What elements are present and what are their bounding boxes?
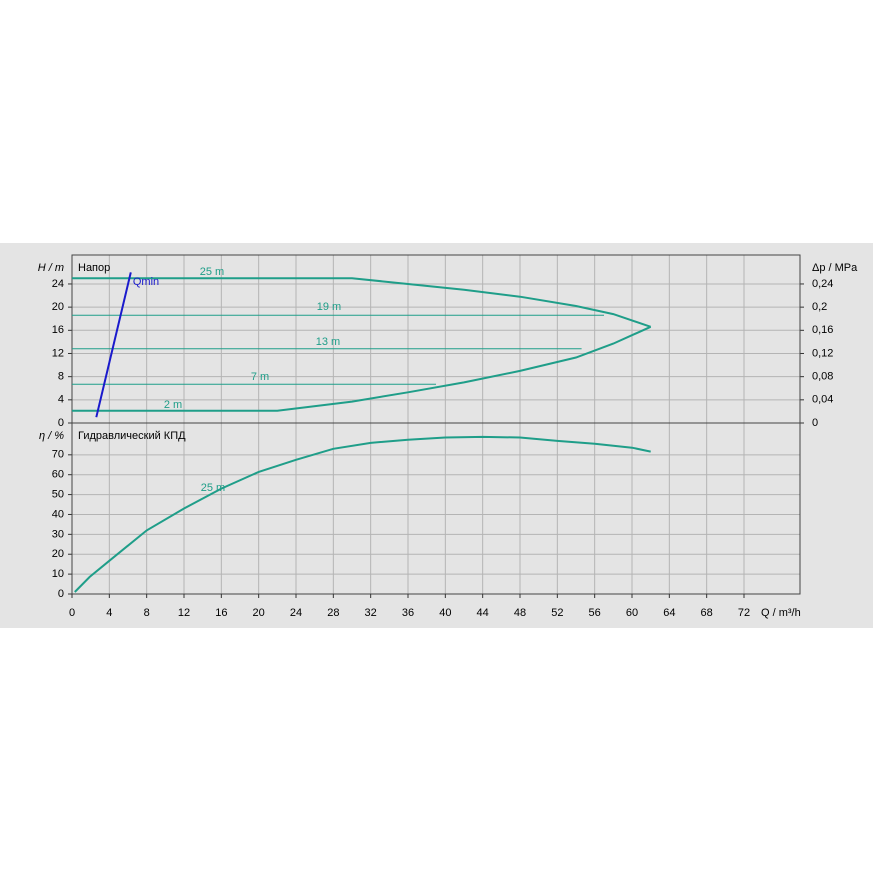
panel-title: Гидравлический КПД <box>78 430 186 442</box>
x-tick-label: 64 <box>663 607 675 619</box>
y2-tick-label: 0 <box>812 417 818 429</box>
x-tick-label: 36 <box>402 607 414 619</box>
x-tick-label: 20 <box>253 607 265 619</box>
x-tick-label: 8 <box>144 607 150 619</box>
curve <box>72 325 652 412</box>
x-axis-label: Q / m³/h <box>761 607 801 619</box>
x-tick-label: 40 <box>439 607 451 619</box>
x-tick-label: 44 <box>477 607 489 619</box>
curve <box>72 277 652 328</box>
y-tick-label: 16 <box>52 324 64 336</box>
panel-title: Напор <box>78 262 110 274</box>
x-tick-label: 12 <box>178 607 190 619</box>
y-tick-label: 50 <box>52 488 64 500</box>
x-tick-label: 4 <box>106 607 112 619</box>
curve-label: 7 m <box>251 371 269 383</box>
y2-tick-label: 0,08 <box>812 371 833 383</box>
x-tick-label: 52 <box>551 607 563 619</box>
x-tick-label: 72 <box>738 607 750 619</box>
x-tick-label: 32 <box>365 607 377 619</box>
x-tick-label: 48 <box>514 607 526 619</box>
curve-label: Qmin <box>133 276 159 288</box>
y-tick-label: 60 <box>52 469 64 481</box>
y-tick-label: 8 <box>58 371 64 383</box>
x-tick-label: 56 <box>589 607 601 619</box>
y2-axis-label: Δp / MPa <box>812 262 858 274</box>
y-axis-label: η / % <box>39 430 64 442</box>
y2-tick-label: 0,2 <box>812 301 827 313</box>
curve-label: 25 m <box>201 482 225 494</box>
curve <box>74 435 651 593</box>
y-tick-label: 0 <box>58 588 64 600</box>
x-tick-label: 0 <box>69 607 75 619</box>
y2-tick-label: 0,16 <box>812 324 833 336</box>
y-tick-label: 10 <box>52 568 64 580</box>
y2-tick-label: 0,12 <box>812 347 833 359</box>
x-tick-label: 60 <box>626 607 638 619</box>
curve-label: 13 m <box>316 336 340 348</box>
curve <box>95 272 132 418</box>
curve-label: 2 m <box>164 399 182 411</box>
y-tick-label: 12 <box>52 347 64 359</box>
y-tick-label: 30 <box>52 528 64 540</box>
y-tick-label: 24 <box>52 278 64 290</box>
y-tick-label: 40 <box>52 508 64 520</box>
x-tick-label: 68 <box>701 607 713 619</box>
x-tick-label: 16 <box>215 607 227 619</box>
y-tick-label: 20 <box>52 301 64 313</box>
x-tick-label: 28 <box>327 607 339 619</box>
y-tick-label: 4 <box>58 394 64 406</box>
x-tick-label: 24 <box>290 607 302 619</box>
curve-label: 25 m <box>200 266 224 278</box>
curve-label: 19 m <box>317 301 341 313</box>
y-tick-label: 20 <box>52 548 64 560</box>
y2-tick-label: 0,04 <box>812 394 833 406</box>
y-tick-label: 0 <box>58 417 64 429</box>
plot-frame <box>71 422 801 595</box>
y-axis-label: H / m <box>38 262 64 274</box>
y-tick-label: 70 <box>52 449 64 461</box>
y2-tick-label: 0,24 <box>812 278 833 290</box>
